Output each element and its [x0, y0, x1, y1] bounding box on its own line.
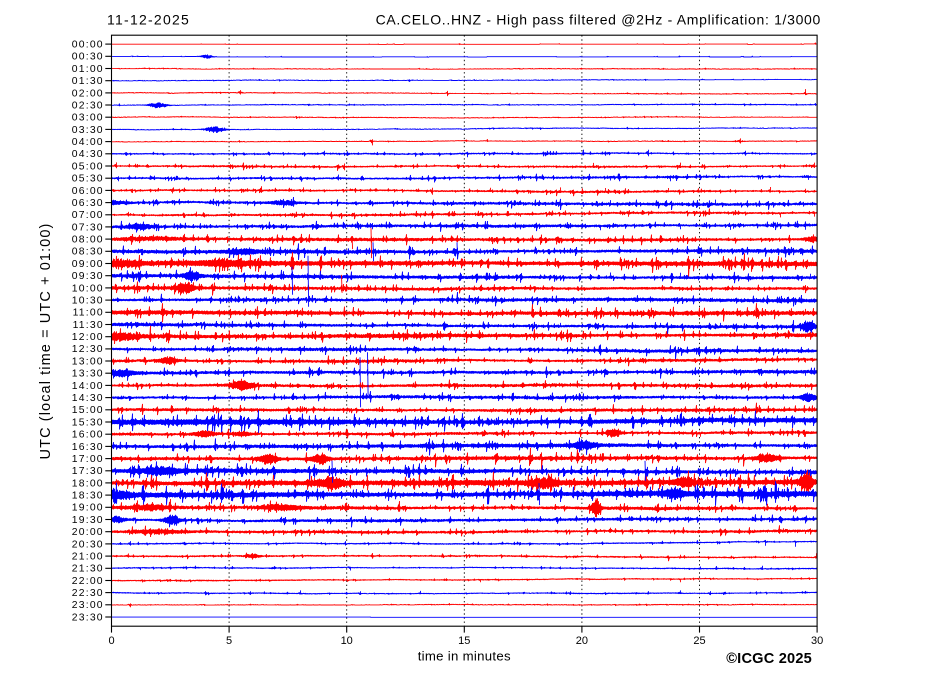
- svg-text:16:30: 16:30: [72, 442, 104, 453]
- svg-text:18:30: 18:30: [72, 491, 104, 502]
- svg-text:13:00: 13:00: [72, 356, 104, 367]
- svg-text:16:00: 16:00: [72, 430, 104, 441]
- svg-text:12:00: 12:00: [72, 332, 104, 343]
- svg-text:0: 0: [108, 635, 114, 647]
- svg-text:23:00: 23:00: [72, 600, 104, 611]
- svg-text:23:30: 23:30: [72, 612, 104, 623]
- svg-text:21:00: 21:00: [72, 552, 104, 563]
- svg-text:21:30: 21:30: [72, 564, 104, 575]
- svg-text:18:00: 18:00: [72, 478, 104, 489]
- svg-text:09:00: 09:00: [72, 259, 104, 270]
- svg-text:07:30: 07:30: [72, 222, 104, 233]
- svg-text:02:00: 02:00: [72, 88, 104, 99]
- svg-text:17:00: 17:00: [72, 454, 104, 465]
- svg-text:00:30: 00:30: [72, 52, 104, 63]
- svg-text:08:30: 08:30: [72, 247, 104, 258]
- svg-text:CA.CELO..HNZ - High pass filte: CA.CELO..HNZ - High pass filtered @2Hz -…: [376, 12, 821, 28]
- svg-text:time in minutes: time in minutes: [418, 649, 511, 664]
- svg-text:25: 25: [693, 635, 705, 647]
- svg-text:11-12-2025: 11-12-2025: [107, 12, 190, 28]
- svg-text:UTC (local time = UTC + 01:00): UTC (local time = UTC + 01:00): [38, 223, 54, 460]
- svg-text:15: 15: [458, 635, 470, 647]
- svg-text:13:30: 13:30: [72, 369, 104, 380]
- svg-text:08:00: 08:00: [72, 235, 104, 246]
- svg-text:04:00: 04:00: [72, 137, 104, 148]
- svg-text:11:00: 11:00: [73, 308, 104, 319]
- svg-text:07:00: 07:00: [72, 210, 104, 221]
- svg-text:05:00: 05:00: [72, 161, 104, 172]
- svg-text:©ICGC 2025: ©ICGC 2025: [726, 651, 812, 667]
- svg-text:20:30: 20:30: [72, 539, 104, 550]
- svg-text:06:00: 06:00: [72, 186, 104, 197]
- svg-text:19:00: 19:00: [72, 503, 104, 514]
- svg-text:20: 20: [576, 635, 588, 647]
- svg-text:03:00: 03:00: [72, 113, 104, 124]
- svg-text:17:30: 17:30: [72, 466, 104, 477]
- svg-text:10:00: 10:00: [72, 283, 104, 294]
- svg-text:20:00: 20:00: [72, 527, 104, 538]
- svg-text:04:30: 04:30: [72, 149, 104, 160]
- svg-text:02:30: 02:30: [72, 101, 104, 112]
- svg-text:15:00: 15:00: [72, 405, 104, 416]
- svg-text:10: 10: [341, 635, 353, 647]
- svg-text:05:30: 05:30: [72, 174, 104, 185]
- svg-text:01:00: 01:00: [72, 64, 104, 75]
- svg-text:10:30: 10:30: [72, 296, 104, 307]
- svg-text:14:00: 14:00: [72, 381, 104, 392]
- svg-text:00:00: 00:00: [72, 40, 104, 51]
- svg-text:03:30: 03:30: [72, 125, 104, 136]
- svg-text:22:00: 22:00: [72, 576, 104, 587]
- svg-text:5: 5: [226, 635, 232, 647]
- svg-text:30: 30: [811, 635, 823, 647]
- svg-text:22:30: 22:30: [72, 588, 104, 599]
- svg-text:12:30: 12:30: [72, 344, 104, 355]
- svg-text:11:30: 11:30: [73, 320, 104, 331]
- svg-text:06:30: 06:30: [72, 198, 104, 209]
- svg-text:15:30: 15:30: [72, 417, 104, 428]
- svg-text:14:30: 14:30: [72, 393, 104, 404]
- svg-text:19:30: 19:30: [72, 515, 104, 526]
- svg-text:01:30: 01:30: [72, 76, 104, 87]
- svg-text:09:30: 09:30: [72, 271, 104, 282]
